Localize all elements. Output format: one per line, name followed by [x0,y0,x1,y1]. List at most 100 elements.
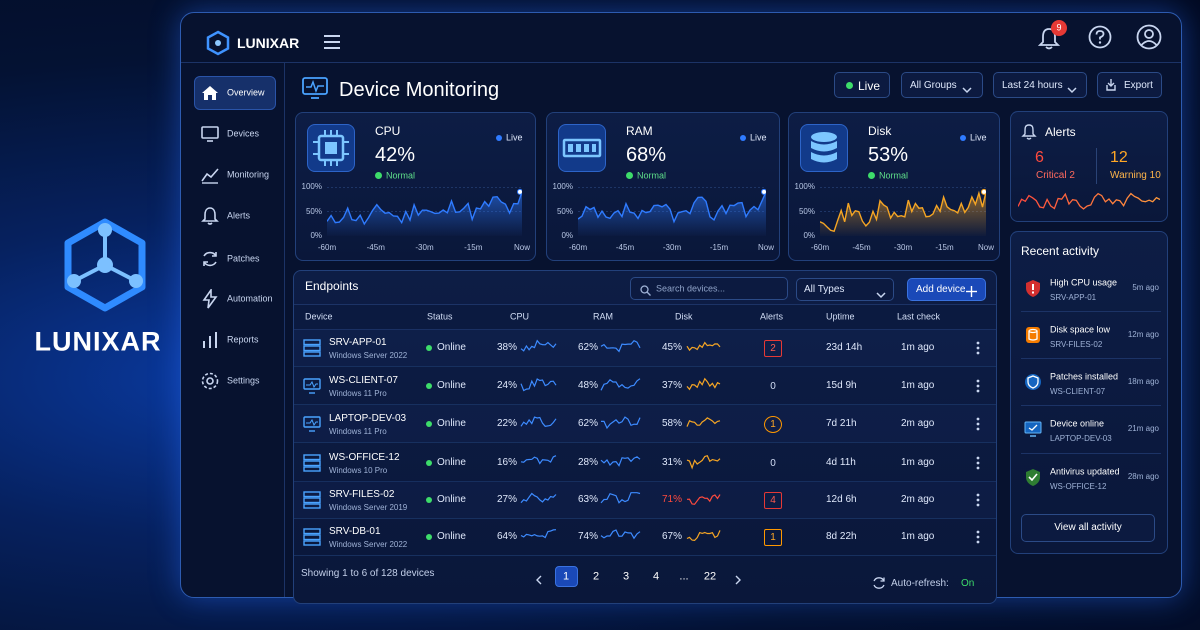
graphic [880,577,885,582]
auto-refresh-state[interactable]: On [961,578,975,589]
graphic [1106,85,1116,91]
row-menu[interactable] [975,530,981,544]
graphic [568,144,573,152]
graphic [324,35,340,49]
uptime: 23d 14h [826,342,863,353]
graphic [577,187,767,236]
row-menu[interactable] [975,417,981,431]
graphic [600,456,641,467]
help-button[interactable] [1088,25,1112,49]
metric-status: Normal [879,170,909,181]
activity-divider [1021,358,1161,359]
graphic [201,372,219,390]
row-menu[interactable] [975,341,981,355]
status-label: Online [437,380,466,391]
graphic [976,456,980,470]
page-number[interactable]: 1 [562,570,570,583]
alerts-trend [1017,188,1161,216]
page-number[interactable]: 3 [622,570,630,583]
graphic [976,461,980,465]
range-select[interactable] [993,72,1087,98]
sparkline [686,415,721,431]
graphic [1028,328,1038,341]
add-device-button[interactable] [907,278,986,301]
warning-label: Warning 10 [1110,170,1161,181]
graphic [976,535,980,539]
page-number[interactable]: 2 [592,570,600,583]
x-tick-label: -45m [366,243,385,252]
graphic [600,339,641,353]
metric-value: 53% [868,144,909,166]
user-button[interactable] [1136,24,1162,50]
prev-page[interactable] [535,572,543,585]
table-row [294,481,996,519]
activity-divider [1021,453,1161,454]
x-tick-label: -60m [810,243,830,252]
graphic [578,191,766,236]
graphic [600,492,641,504]
table-row [294,518,996,556]
graphic [976,530,980,534]
alert-badge [764,492,782,509]
device-os: Windows 11 Pro [329,389,387,398]
status-dot [426,497,432,503]
row-menu[interactable] [975,456,981,470]
live-button[interactable] [834,72,890,98]
export-button[interactable] [1097,72,1162,98]
graphic [1026,327,1040,343]
graphic [976,530,980,544]
ram-value: 63% [578,494,599,505]
metric-icon [558,124,606,172]
metric-icon-box [558,124,606,172]
graphic [686,530,721,542]
graphic [1144,29,1154,39]
disk-value: 58% [662,418,683,429]
graphic [976,498,980,502]
alerts-title: Alerts [1045,125,1076,139]
page-number[interactable]: ... [679,570,689,583]
activity-divider [1021,311,1161,312]
activity-icon [1024,373,1042,392]
graphic [686,341,721,352]
activity-title: Recent activity [1021,244,1100,258]
row-menu[interactable] [975,493,981,507]
group-select[interactable] [901,72,983,98]
status-dot [426,345,432,351]
x-tick-label: Now [757,243,775,252]
view-all-button[interactable] [1021,514,1155,542]
menu-button[interactable] [323,34,341,50]
next-page[interactable] [734,572,742,585]
sidebar-label: Devices [227,128,260,139]
graphic [201,126,219,142]
activity-icon [1024,279,1042,298]
graphic [303,528,321,546]
graphic [873,577,885,589]
graphic [326,187,523,236]
page-icon [302,77,328,99]
graphic [306,79,324,94]
graphic [303,460,321,467]
graphic [303,491,321,498]
view-all-label[interactable]: View all activity [1054,522,1122,533]
graphic [976,389,980,393]
graphic [811,152,837,163]
page-number[interactable]: 4 [652,570,660,583]
sidebar-label: Patches [227,253,260,264]
graphic [1027,375,1039,389]
type-filter[interactable] [796,278,894,301]
alerts-divider [1096,148,1097,184]
graphic [202,287,218,309]
x-tick-label: -15m [709,243,729,252]
graphic [1025,374,1041,390]
ram-value: 62% [578,342,599,353]
y-tick-label: 0% [803,231,815,240]
activity-icon [1024,326,1042,345]
row-menu[interactable] [975,379,981,393]
search-box[interactable] [630,277,788,300]
critical-label: Critical 2 [1036,170,1075,181]
sidebar-icon [200,287,220,309]
y-tick-label: 0% [561,231,573,240]
metric-value: 42% [375,144,416,166]
page-number[interactable]: 22 [703,570,717,583]
status-dot [375,172,382,179]
